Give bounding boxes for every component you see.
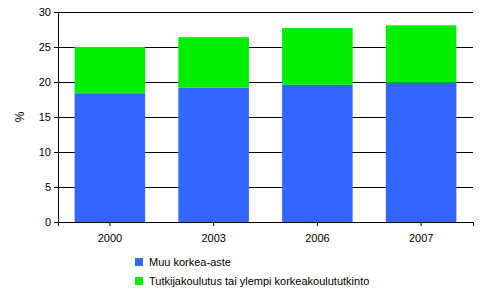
y-tick-label: 15: [39, 111, 51, 123]
y-tick-label: 0: [45, 216, 51, 228]
legend-item: Tutkijakoulutus tai ylempi korkeakoulutu…: [135, 275, 369, 287]
x-tick-mark: [213, 222, 214, 226]
x-tick-label: 2003: [201, 232, 225, 244]
bar: [386, 25, 457, 82]
y-tick-mark: [54, 222, 58, 223]
x-tick: 2003: [201, 222, 225, 244]
y-tick-mark: [54, 117, 58, 118]
bar: [178, 37, 249, 87]
bars: [75, 25, 457, 222]
grid-line: [58, 12, 473, 13]
legend-item: Muu korkea-aste: [135, 256, 231, 268]
x-tick: 2007: [409, 222, 433, 244]
y-tick-label: 10: [39, 146, 51, 158]
y-tick: 0: [45, 216, 58, 228]
bar: [178, 88, 249, 222]
series-bars: [75, 83, 457, 222]
y-tick-mark: [54, 12, 58, 13]
x-tick-mark: [421, 222, 422, 226]
x-tick-label: 2000: [98, 232, 122, 244]
legend-label: Muu korkea-aste: [149, 256, 231, 268]
y-tick-label: 25: [39, 41, 51, 53]
y-tick: 30: [39, 6, 58, 18]
legend: Muu korkea-aste Tutkijakoulutus tai ylemp…: [135, 256, 369, 287]
legend-swatch: [135, 258, 143, 266]
bar: [75, 93, 146, 222]
series-bars: [75, 25, 457, 93]
plot: 0 5 10 15 20 25 30 2000 2003 2006 2007: [39, 6, 474, 244]
x-tick-label: 2007: [409, 232, 433, 244]
x-tick-mark: [317, 222, 318, 226]
legend-label: Tutkijakoulutus tai ylempi korkeakoulutu…: [149, 275, 369, 287]
y-tick-label: 5: [45, 181, 51, 193]
bar: [75, 47, 146, 93]
y-tick: 10: [39, 146, 58, 158]
bar: [282, 85, 353, 222]
chart: 0 5 10 15 20 25 30 2000 2003 2006 2007% Muu korkea-…: [0, 0, 493, 304]
x-tick: 2006: [305, 222, 329, 244]
y-tick-label: 30: [39, 6, 51, 18]
bar: [386, 83, 457, 222]
grid: [58, 12, 473, 222]
y-tick-mark: [54, 152, 58, 153]
y-tick: 25: [39, 41, 58, 53]
x-axis-line: [59, 223, 474, 227]
y-axis: 0 5 10 15 20 25 30: [39, 6, 59, 228]
legend-swatch: [135, 277, 143, 285]
x-tick: 2000: [98, 222, 122, 244]
y-tick-mark: [54, 187, 58, 188]
x-axis: 2000 2003 2006 2007: [59, 222, 474, 244]
y-tick: 20: [39, 76, 58, 88]
x-tick-label: 2006: [305, 232, 329, 244]
y-axis-line: [54, 13, 59, 223]
y-axis-title: %: [13, 111, 27, 122]
y-tick-mark: [54, 47, 58, 48]
x-tick-mark: [109, 222, 110, 226]
bar: [282, 28, 353, 85]
y-tick: 5: [45, 181, 58, 193]
y-tick-label: 20: [39, 76, 51, 88]
y-tick: 15: [39, 111, 58, 123]
y-tick-mark: [54, 82, 58, 83]
